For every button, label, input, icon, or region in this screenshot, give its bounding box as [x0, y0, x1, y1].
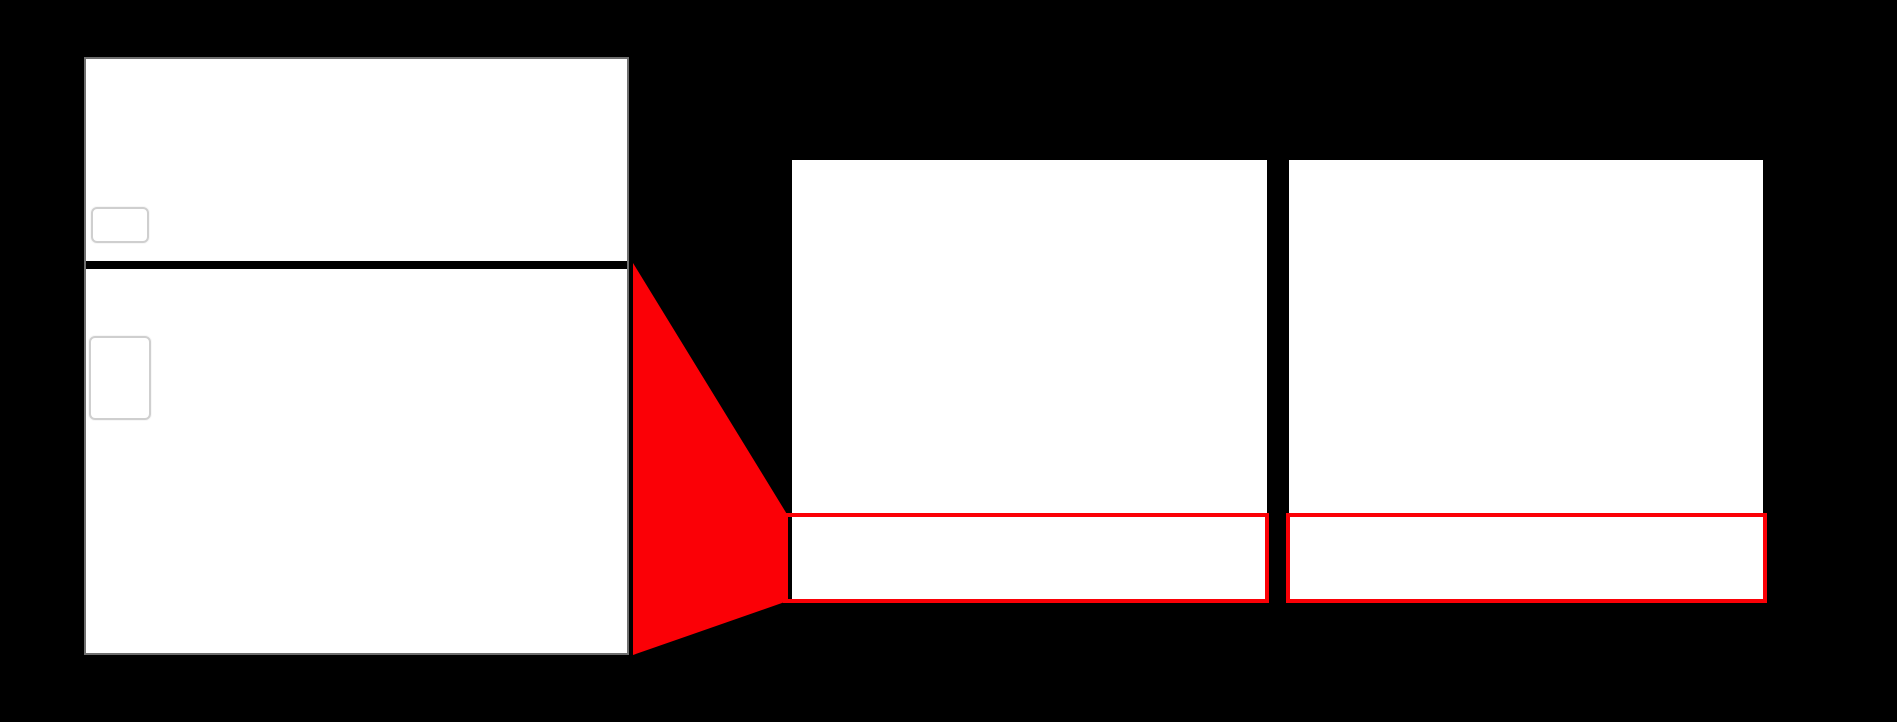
- panel-c-heatmap: [1289, 160, 1763, 603]
- legend-entry-wide: [101, 344, 137, 377]
- legend-bottom: [89, 336, 151, 420]
- zoom-wedge-connector: [633, 263, 788, 655]
- highlight-rect-wide: [783, 513, 1269, 603]
- legend-top: [91, 207, 149, 243]
- colorbar: [1783, 160, 1802, 602]
- panel-a: [84, 57, 629, 655]
- panel-a-plot: [86, 59, 627, 653]
- subplot-divider: [86, 261, 627, 269]
- legend-swatch-blue: [101, 220, 133, 225]
- legend-entry-narrow: [101, 377, 137, 410]
- legend-swatch-narrow: [101, 389, 133, 394]
- panel-b-heatmap: [792, 160, 1267, 603]
- highlight-rect-narrow: [1286, 513, 1767, 603]
- legend-swatch-wide: [101, 356, 133, 361]
